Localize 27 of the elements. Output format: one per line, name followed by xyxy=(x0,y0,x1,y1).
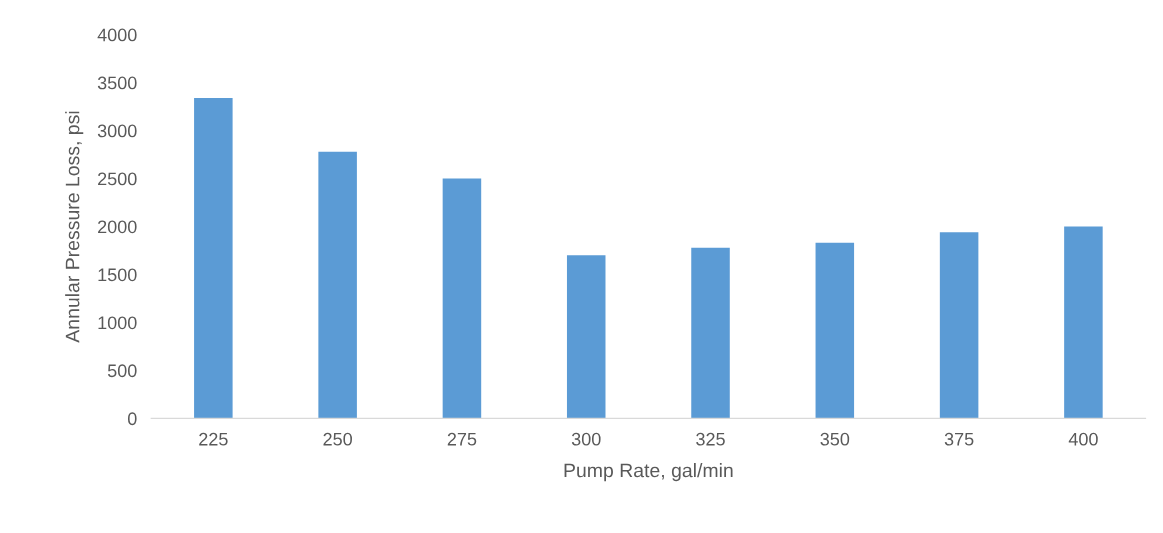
x-axis-title: Pump Rate, gal/min xyxy=(564,463,733,482)
bar xyxy=(194,97,233,419)
y-tick-label: 500 xyxy=(107,364,137,378)
x-tick-label: 375 xyxy=(944,432,974,446)
y-tick-label: 2500 xyxy=(98,172,137,186)
x-tick-label: 325 xyxy=(696,432,725,446)
y-tick-label: 1500 xyxy=(98,268,137,282)
x-tick-label: 250 xyxy=(323,432,352,446)
x-tick-label: 300 xyxy=(571,432,601,446)
bar xyxy=(1064,226,1103,419)
y-tick-label: 1000 xyxy=(98,316,137,330)
x-tick-label: 350 xyxy=(820,432,850,446)
y-tick-label: 3500 xyxy=(97,76,137,90)
y-tick-label: 4000 xyxy=(97,28,137,42)
bar xyxy=(815,242,855,419)
y-tick-label: 2000 xyxy=(98,220,137,234)
x-tick-label: 225 xyxy=(199,432,228,446)
y-axis-title: Annular Pressure Loss, psi xyxy=(65,111,84,343)
bar xyxy=(566,255,606,419)
bar xyxy=(318,151,357,419)
bar xyxy=(442,178,482,419)
y-tick-label: 3000 xyxy=(97,124,137,138)
y-tick-label: 0 xyxy=(127,412,137,426)
x-tick-label: 275 xyxy=(447,432,477,446)
x-tick-label: 400 xyxy=(1068,432,1098,446)
bar xyxy=(939,232,979,419)
bar xyxy=(691,247,730,419)
